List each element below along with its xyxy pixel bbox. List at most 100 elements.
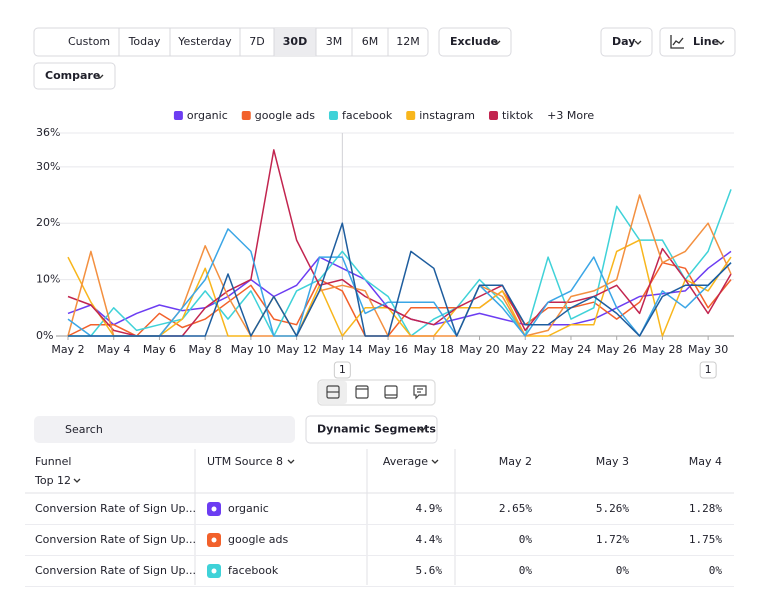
legend-swatch: [241, 111, 251, 120]
x-tick-label: May 2: [51, 343, 84, 356]
legend-swatch: [406, 111, 416, 120]
series-line: [67, 239, 732, 337]
range-button[interactable]: 12M: [396, 35, 420, 48]
chevron: [634, 40, 642, 45]
x-tick-label: May 26: [597, 343, 637, 356]
legend-label: facebook: [342, 109, 393, 122]
range-button[interactable]: Today: [128, 35, 161, 48]
y-tick-label: 10%: [36, 273, 60, 286]
table-cell[interactable]: Conversion Rate of Sign Up...: [35, 533, 196, 546]
chevron: [431, 459, 439, 464]
table-value: 0%: [519, 564, 533, 577]
chart-kind-button-label: Line: [693, 35, 719, 48]
range-button[interactable]: 30D: [283, 35, 307, 48]
exclude-button[interactable]: [438, 27, 512, 57]
table-value: 4.4%: [416, 533, 443, 546]
legend-label: google ads: [255, 109, 315, 122]
legend-label: organic: [187, 109, 228, 122]
range-button[interactable]: 3M: [326, 35, 343, 48]
interval-button[interactable]: [600, 27, 653, 57]
x-tick-label: May 20: [459, 343, 499, 356]
annotation-badge[interactable]: [699, 361, 717, 379]
legend-more[interactable]: +3 More: [547, 109, 594, 122]
compare-button[interactable]: [33, 62, 116, 90]
legend: organic google ads facebook instagram tiktok…: [173, 109, 594, 122]
chevron: [73, 478, 81, 483]
segments-button-label: Dynamic Segments: [317, 423, 436, 436]
y-tick-label: 30%: [36, 160, 60, 173]
x-tick-label: May 16: [368, 343, 408, 356]
range-button[interactable]: Custom: [68, 35, 110, 48]
table-value: 0%: [709, 564, 723, 577]
series-line: [68, 222, 732, 337]
range-active: [274, 29, 316, 55]
chevron: [287, 459, 295, 464]
column-header[interactable]: Funnel: [35, 455, 71, 468]
chevron: [418, 427, 426, 432]
table-cell: facebook: [228, 564, 279, 577]
legend-label: tiktok: [502, 109, 534, 122]
line-chart-icon: [670, 35, 684, 49]
y-tick-label: 36%: [36, 126, 60, 139]
column-header[interactable]: May 2: [499, 455, 532, 468]
table-value: 0%: [519, 533, 533, 546]
range-button[interactable]: 6M: [362, 35, 379, 48]
chart-kind-button[interactable]: [659, 27, 736, 57]
chevron: [493, 40, 501, 45]
segments-button[interactable]: [305, 415, 438, 444]
legend-swatch: [488, 111, 498, 120]
table-value: 1.72%: [596, 533, 629, 546]
table-value: 1.28%: [689, 502, 722, 515]
search-box[interactable]: [34, 416, 295, 443]
range-group: [33, 27, 429, 57]
y-tick-label: 20%: [36, 216, 60, 229]
x-tick-label: May 12: [276, 343, 316, 356]
table-cell: google ads: [228, 533, 288, 546]
search-placeholder: Search: [65, 423, 103, 436]
x-tick-label: May 4: [97, 343, 130, 356]
table-value: 4.9%: [416, 502, 443, 515]
series-line: [67, 228, 732, 337]
x-tick-label: May 30: [688, 343, 728, 356]
table-cell[interactable]: Conversion Rate of Sign Up...: [35, 564, 196, 577]
column-header[interactable]: UTM Source 8: [207, 455, 283, 468]
table-value: 5.26%: [596, 502, 629, 515]
x-tick-label: May 22: [505, 343, 545, 356]
annotation-label: 1: [339, 363, 346, 376]
series-line: [68, 189, 732, 337]
chevron: [96, 74, 104, 79]
column-header[interactable]: May 3: [596, 455, 629, 468]
x-tick-label: May 14: [322, 343, 362, 356]
table-value: 1.75%: [689, 533, 722, 546]
exclude-button-label: Exclude: [450, 35, 498, 48]
table-cell: organic: [228, 502, 269, 515]
legend-swatch: [328, 111, 338, 120]
x-tick-label: May 28: [642, 343, 682, 356]
table-cell[interactable]: Conversion Rate of Sign Up...: [35, 502, 196, 515]
x-tick-label: May 18: [414, 343, 454, 356]
source-dot: [211, 506, 217, 512]
x-tick-label: May 10: [231, 343, 271, 356]
x-tick-label: May 24: [551, 343, 591, 356]
view-switcher[interactable]: [317, 379, 436, 406]
table-value: 5.6%: [416, 564, 443, 577]
y-tick-label: 0%: [36, 329, 53, 342]
legend-label: instagram: [419, 109, 475, 122]
x-tick-label: May 6: [143, 343, 176, 356]
legend-swatch: [173, 111, 183, 120]
interval-button-label: Day: [612, 35, 635, 48]
annotation-label: 1: [705, 363, 712, 376]
source-dot: [211, 537, 217, 543]
source-dot: [211, 568, 217, 574]
column-header[interactable]: Average: [383, 455, 428, 468]
table-subheader[interactable]: Top 12: [34, 474, 71, 487]
range-button[interactable]: 7D: [249, 35, 264, 48]
x-tick-label: May 8: [189, 343, 222, 356]
range-button[interactable]: Yesterday: [177, 35, 232, 48]
table-value: 2.65%: [499, 502, 532, 515]
annotation-badge[interactable]: [333, 361, 351, 379]
chevron: [717, 40, 725, 45]
table-value: 0%: [616, 564, 630, 577]
column-header[interactable]: May 4: [689, 455, 722, 468]
